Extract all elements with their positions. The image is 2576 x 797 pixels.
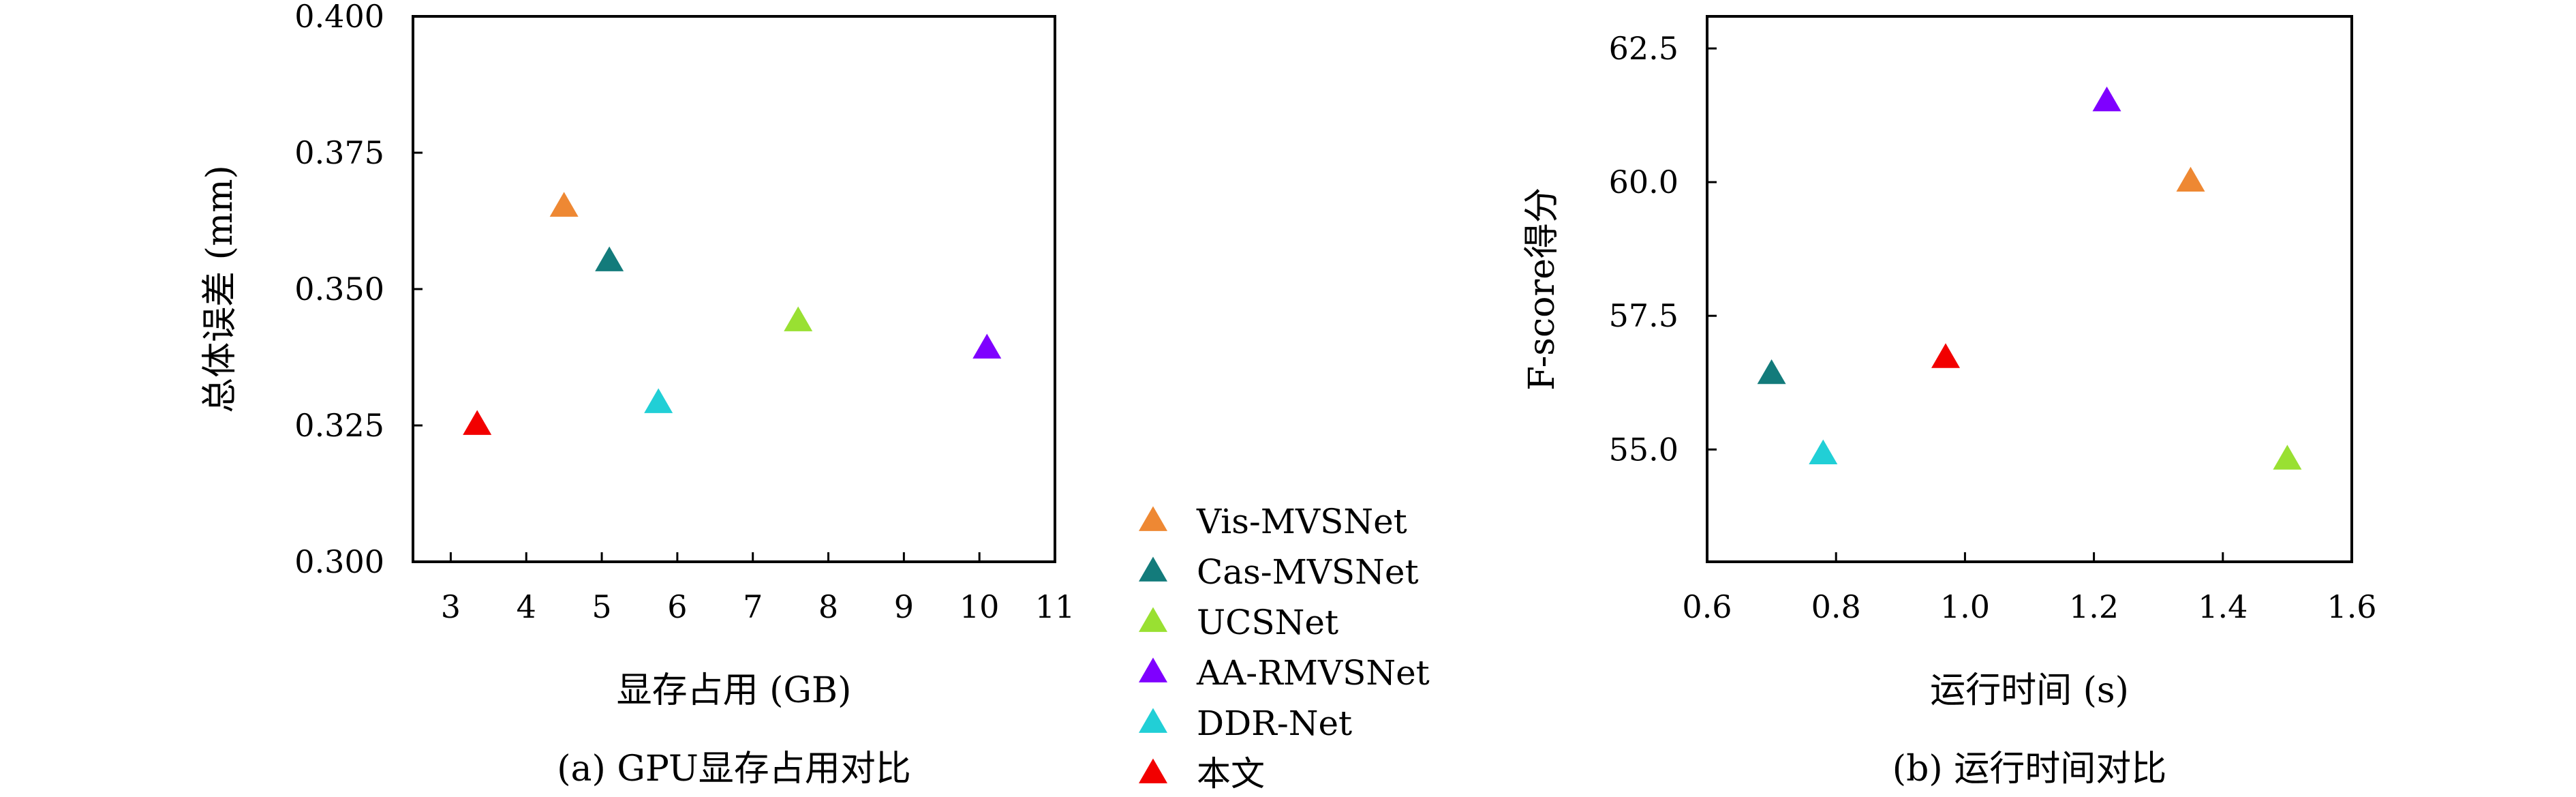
panel-a-x-tick-label: 8: [818, 588, 838, 625]
legend-entry-label: UCSNet: [1197, 603, 1338, 642]
panel-a-point-Vis-MVSNet: [549, 192, 579, 217]
panel-b-x-tick-label: 0.8: [1811, 588, 1861, 625]
panel-a-point-DDR-Net: [644, 388, 673, 413]
panel-a-y-tick-label: 0.325: [294, 407, 384, 444]
panel-b-x-axis-label: 运行时间 (s): [1930, 670, 2129, 711]
legend-marker: [1139, 607, 1167, 632]
legend-entry-label: 本文: [1197, 754, 1265, 794]
panel-a-point-本文: [463, 410, 492, 435]
panel-b-y-axis-label: F-score得分: [1522, 187, 1563, 391]
panel-a-x-ticks: 3 4 5 6 7 8 9 10 11: [441, 552, 1075, 625]
panel-b-points: [1757, 86, 2302, 470]
panel-b-y-tick-label: 60.0: [1609, 164, 1678, 200]
panel-b-y-tick-label: 55.0: [1609, 431, 1678, 468]
panel-b-point-DDR-Net: [1809, 439, 1838, 464]
legend-entry-label: Cas-MVSNet: [1197, 552, 1419, 592]
panel-b-x-ticks: 0.6 0.8 1.0 1.2 1.4 1.6: [1682, 552, 2377, 625]
panel-b-point-AA-RMVSNet: [2092, 86, 2121, 112]
panel-a-point-AA-RMVSNet: [972, 333, 1002, 359]
panel-a-y-axis-label: 总体误差 (mm): [200, 165, 241, 413]
panel-a-y-ticks: 0.300 0.325 0.350 0.375 0.400: [294, 0, 423, 580]
panel-b-point-Vis-MVSNet: [2176, 166, 2205, 192]
panel-b-x-tick-label: 1.4: [2198, 588, 2248, 625]
panel-a-x-axis-label: 显存占用 (GB): [617, 670, 852, 711]
panel-b-caption: (b) 运行时间对比: [1892, 749, 2166, 790]
legend: Vis-MVSNet Cas-MVSNet UCSNet AA-RMVSNet DDR-…: [1139, 502, 1430, 794]
panel-b-runtime: 0.6 0.8 1.0 1.2 1.4 1.6 55.0 57.5 60.0 62.5 运行时间…: [1522, 15, 2377, 790]
panel-a-x-tick-label: 3: [441, 588, 461, 625]
legend-marker: [1139, 657, 1167, 682]
panel-a-x-tick-label: 6: [667, 588, 687, 625]
legend-entry-label: AA-RMVSNet: [1196, 653, 1430, 693]
panel-a-y-tick-label: 0.350: [294, 271, 384, 307]
panel-b-y-tick-label: 62.5: [1609, 30, 1678, 67]
legend-marker: [1139, 758, 1167, 783]
panel-a-x-tick-label: 5: [592, 588, 611, 625]
panel-a-points: [463, 192, 1002, 435]
panel-b-y-ticks: 55.0 57.5 60.0 62.5: [1609, 30, 1717, 468]
panel-a-plot-frame: [412, 15, 1056, 563]
panel-b-x-tick-label: 1.6: [2327, 588, 2376, 625]
panel-b-plot-frame: [1706, 15, 2353, 563]
legend-entry-label: Vis-MVSNet: [1196, 502, 1407, 541]
panel-b-point-本文: [1931, 343, 1961, 368]
panel-a-x-tick-label: 10: [960, 588, 1000, 625]
legend-marker: [1139, 708, 1167, 733]
panel-a-y-tick-label: 0.375: [294, 134, 384, 171]
legend-marker: [1139, 506, 1167, 531]
panel-b-x-tick-label: 0.6: [1682, 588, 1732, 625]
panel-a-x-tick-label: 11: [1035, 588, 1075, 625]
panel-a-x-tick-label: 9: [894, 588, 914, 625]
panel-a-caption: (a) GPU显存占用对比: [557, 749, 911, 790]
legend-marker: [1139, 556, 1167, 582]
panel-a-x-tick-label: 4: [517, 588, 536, 625]
panel-b-point-UCSNet: [2273, 445, 2302, 470]
panel-a-gpu-memory: 3 4 5 6 7 8 9 10 11 0.300 0.325 0.350 0.375 0.400 显存…: [200, 0, 1075, 790]
panel-b-x-tick-label: 1.0: [1940, 588, 1990, 625]
panel-b-x-tick-label: 1.2: [2069, 588, 2119, 625]
panel-a-x-tick-label: 7: [743, 588, 763, 625]
panel-a-y-tick-label: 0.300: [294, 543, 384, 580]
legend-entry-label: DDR-Net: [1197, 704, 1352, 743]
panel-b-y-tick-label: 57.5: [1609, 297, 1678, 334]
panel-a-point-UCSNet: [784, 306, 813, 331]
panel-a-y-tick-label: 0.400: [294, 0, 384, 35]
panel-b-point-Cas-MVSNet: [1757, 359, 1786, 385]
panel-a-point-Cas-MVSNet: [595, 246, 624, 271]
